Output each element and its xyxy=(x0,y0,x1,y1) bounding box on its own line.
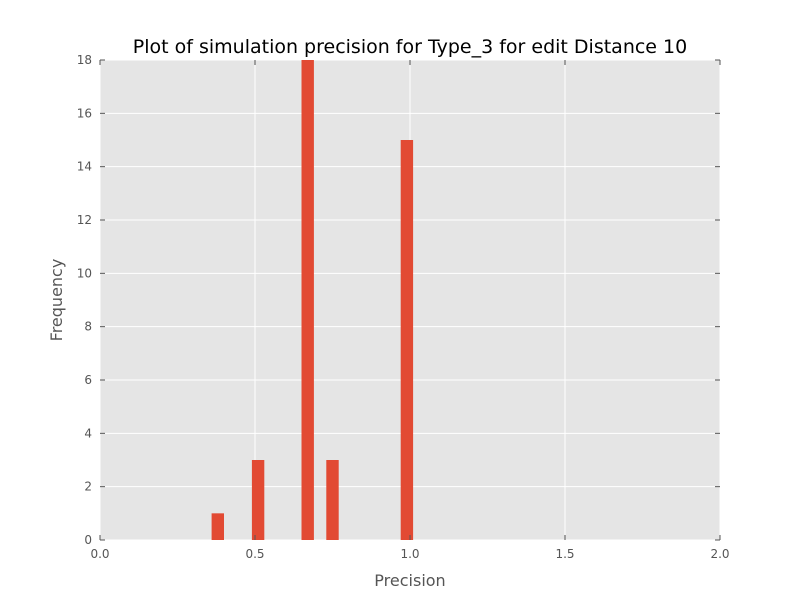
x-tick-label: 0.5 xyxy=(245,547,264,561)
y-axis-label: Frequency xyxy=(47,259,66,342)
bars xyxy=(211,60,414,540)
y-tick-labels: 0 2 4 6 8 10 12 14 16 18 xyxy=(77,53,92,547)
y-tick-label: 4 xyxy=(84,426,92,440)
bar xyxy=(211,513,224,540)
y-tick-label: 6 xyxy=(84,373,92,387)
y-tick-label: 8 xyxy=(84,320,92,334)
y-tick-label: 10 xyxy=(77,266,92,280)
bar xyxy=(301,60,314,540)
chart-title: Plot of simulation precision for Type_3 … xyxy=(133,36,687,58)
x-tick-label: 0.0 xyxy=(90,547,109,561)
bar xyxy=(251,460,265,540)
y-tick-label: 12 xyxy=(77,213,92,227)
bar xyxy=(400,140,414,540)
x-tick-labels: 0.0 0.5 1.0 1.5 2.0 xyxy=(90,547,729,561)
y-tick-label: 2 xyxy=(84,480,92,494)
x-tick-label: 1.0 xyxy=(400,547,419,561)
x-tick-label: 2.0 xyxy=(710,547,729,561)
y-tick-label: 14 xyxy=(77,160,92,174)
y-tick-label: 0 xyxy=(84,533,92,547)
x-axis-label: Precision xyxy=(374,571,445,590)
y-tick-label: 16 xyxy=(77,106,92,120)
axis-ticks xyxy=(99,59,721,541)
bar xyxy=(326,460,339,540)
x-tick-label: 1.5 xyxy=(555,547,574,561)
y-tick-label: 18 xyxy=(77,53,92,67)
